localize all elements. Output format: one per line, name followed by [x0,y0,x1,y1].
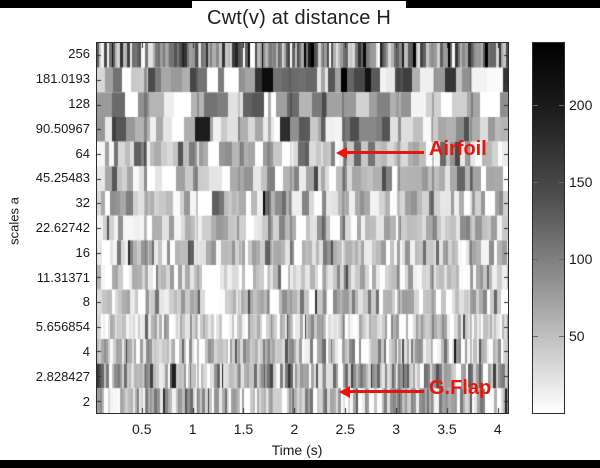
y-tick-label: 4 [82,344,90,359]
y-tick-label: 5.656854 [35,319,90,335]
y-tick-label: 90.50967 [35,120,90,136]
colorbar-tick [559,335,564,337]
y-tick-label: 11.31371 [36,269,90,285]
y-axis-label: scales a [6,197,22,245]
colorbar-tick [533,335,538,337]
colorbar-tick-label: 150 [569,173,593,190]
colorbar-tick [559,104,564,106]
bottom-border-bar [0,460,600,468]
colorbar-tick-label: 100 [569,250,593,267]
y-tick-label: 181.0193 [35,71,90,87]
colorbar [532,42,565,414]
airfoil-arrow-line [346,151,424,154]
y-tick-label: 2 [82,393,90,409]
colorbar-tick-labels: 200 150 100 50 [569,42,599,414]
x-tick-label: 3.5 [437,421,457,437]
gflap-annotation-label: G.Flap [429,377,492,399]
colorbar-tick [559,181,564,183]
x-tick-label: 2 [290,421,299,437]
cwt-heatmap-canvas [97,43,508,413]
airfoil-arrowhead-icon [336,147,347,159]
colorbar-tick [533,258,538,260]
y-tick-label: 8 [82,294,90,310]
airfoil-annotation-label: Airfoil [429,138,487,160]
y-tick-label: 128 [68,96,90,111]
y-tick-label: 256 [68,46,90,62]
colorbar-tick-label: 200 [569,96,593,113]
gflap-arrow-line [349,390,424,393]
x-tick-label: 1.5 [233,421,254,437]
y-tick-label: 32 [75,195,90,211]
chart-title: Cwt(v) at distance H [206,6,392,29]
colorbar-tick [533,104,538,106]
y-tick-label: 45.25483 [35,170,90,186]
colorbar-tick [559,258,564,260]
x-tick-label: 1 [188,421,197,437]
x-tick-label: 3 [392,421,400,437]
y-tick-label: 64 [75,145,90,161]
gflap-arrowhead-icon [339,386,350,398]
y-tick-label: 2.828427 [35,368,90,384]
x-tick-label: 0.5 [132,421,152,437]
scalogram-plot-area [96,42,509,414]
x-axis-label: Time (s) [271,442,323,458]
y-tick-label: 16 [75,244,90,260]
x-tick-label: 2.5 [335,421,355,437]
colorbar-tick-label: 50 [569,327,585,344]
title-box: Cwt(v) at distance H [192,1,406,35]
x-axis-tick-labels: 0.5 1 1.5 2 2.5 3 3.5 4 [96,421,509,439]
colorbar-tick [533,181,538,183]
y-axis-tick-labels: 256 181.0193 128 90.50967 64 45.25483 32 22.627… [0,42,90,414]
y-tick-label: 22.62742 [35,220,90,235]
x-tick-label: 4 [493,421,502,437]
